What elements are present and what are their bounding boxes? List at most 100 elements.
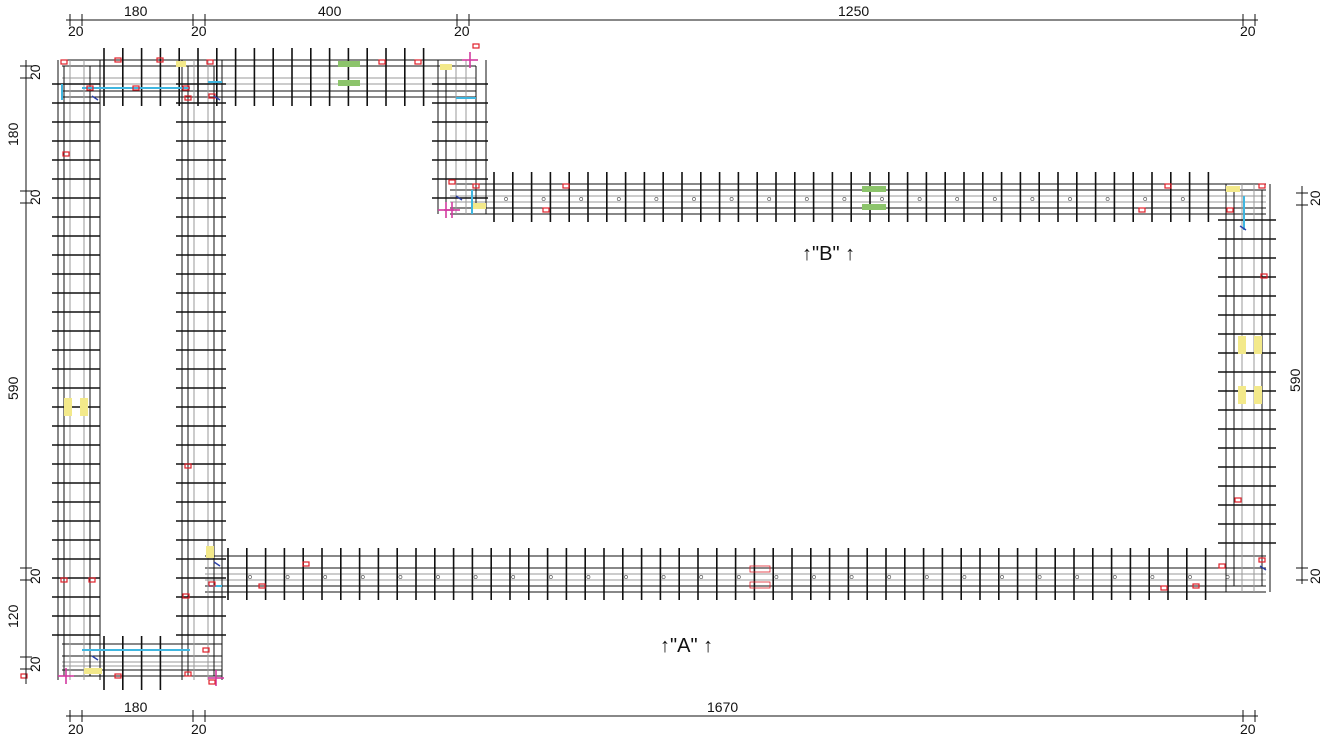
clamp <box>208 679 216 685</box>
filler-pad <box>338 80 360 86</box>
filler-pad <box>338 61 360 67</box>
tie-marker <box>360 575 365 579</box>
dim-bottom-1670: 1670 <box>707 699 738 715</box>
wedge-mark <box>455 195 463 201</box>
clamp <box>184 95 192 101</box>
tie-marker <box>1075 575 1080 579</box>
clamp <box>206 59 214 65</box>
dim-top-20b: 20 <box>191 23 207 39</box>
tie-marker <box>586 575 591 579</box>
wedge-mark <box>213 561 221 567</box>
clamp <box>114 673 122 679</box>
clamp <box>88 577 96 583</box>
clamp <box>1258 183 1266 189</box>
dim-top-20d: 20 <box>1240 23 1256 39</box>
clamp <box>132 85 140 91</box>
clamp <box>1138 207 1146 213</box>
dim-right-20a: 20 <box>1307 190 1323 206</box>
clamp <box>60 59 68 65</box>
top-dimension <box>66 14 1258 26</box>
formwork-accents <box>20 43 1268 686</box>
dim-left-20b: 20 <box>27 189 43 205</box>
filler-pad <box>1254 336 1262 354</box>
tie-marker <box>1112 575 1117 579</box>
clamp <box>184 671 192 677</box>
clamp <box>414 59 422 65</box>
clamp <box>562 183 570 189</box>
filler-pad <box>749 565 771 573</box>
left-dimension <box>20 60 32 684</box>
tie-marker <box>248 575 252 579</box>
wedge-mark <box>213 95 221 101</box>
filler-pad <box>862 186 886 192</box>
dim-left-180: 180 <box>5 122 21 146</box>
tie-marker <box>579 197 584 201</box>
dim-top-400: 400 <box>318 3 342 19</box>
tie-marker <box>767 197 772 201</box>
clamp <box>472 43 480 49</box>
dim-left-590: 590 <box>5 376 21 400</box>
dim-top-20a: 20 <box>68 23 84 39</box>
clamp <box>1260 273 1268 279</box>
clamp <box>448 179 456 185</box>
tie-marker <box>473 575 478 579</box>
filler-pad <box>1238 336 1246 354</box>
wedge-mark <box>91 95 99 101</box>
dim-left-120: 120 <box>5 604 21 628</box>
tie-marker <box>880 197 884 201</box>
tie-marker <box>511 575 516 579</box>
tie-marker <box>812 575 816 579</box>
tie-marker <box>729 197 734 201</box>
tie-marker <box>1030 197 1035 201</box>
clamp <box>1164 183 1172 189</box>
tie-marker <box>849 575 854 579</box>
tie-marker <box>992 197 997 201</box>
clamp <box>184 463 192 469</box>
tie-marker <box>1000 575 1004 579</box>
tie-marker <box>887 575 892 579</box>
filler-pad <box>1238 386 1246 404</box>
filler-pad <box>862 204 886 210</box>
tie-marker <box>917 197 922 201</box>
filler-pad <box>1254 386 1262 404</box>
clamp <box>1192 583 1200 589</box>
clamp <box>182 85 190 91</box>
clamp <box>542 207 550 213</box>
tie-marker <box>398 575 403 579</box>
clamp <box>302 561 310 567</box>
tie-marker <box>323 575 328 579</box>
filler-pad <box>749 581 771 589</box>
tie-marker <box>504 197 508 201</box>
clamp <box>1218 563 1226 569</box>
bottom-dimension <box>66 710 1258 722</box>
dim-right-20b: 20 <box>1307 568 1323 584</box>
clamp <box>208 581 216 587</box>
tie-marker <box>1105 197 1110 201</box>
dim-bottom-20a: 20 <box>68 721 84 737</box>
dim-bottom-180: 180 <box>124 699 148 715</box>
right-dimension <box>1296 186 1308 584</box>
clamp <box>114 57 122 63</box>
wedge-mark <box>1259 565 1267 571</box>
clamp <box>1160 585 1168 591</box>
filler-pad <box>84 668 102 674</box>
clamp <box>182 593 190 599</box>
filler-pad <box>472 203 486 209</box>
dim-bottom-20c: 20 <box>1240 721 1256 737</box>
clamp <box>378 59 386 65</box>
wedge-mark <box>1239 225 1247 231</box>
filler-pad <box>64 398 72 416</box>
tie-marker <box>955 197 960 201</box>
clamp <box>62 151 70 157</box>
tie-marker <box>842 197 847 201</box>
dim-top-1250: 1250 <box>838 3 869 19</box>
filler-pad <box>206 546 214 558</box>
dim-left-20c: 20 <box>27 568 43 584</box>
formwork-ticks <box>52 48 1276 690</box>
tie-marker <box>661 575 666 579</box>
tie-marker <box>736 575 741 579</box>
tie-marker <box>699 575 704 579</box>
tie-marker <box>1225 575 1230 579</box>
clamp <box>1258 557 1266 563</box>
